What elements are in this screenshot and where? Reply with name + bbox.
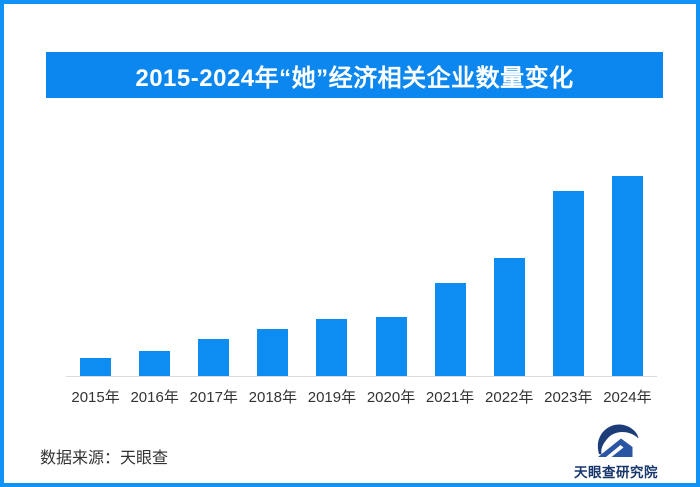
x-tick-label-2018年: 2018年 <box>248 389 298 406</box>
bar-chart <box>66 172 657 377</box>
x-tick-label-2015年: 2015年 <box>71 389 120 406</box>
bar-2021年 <box>434 283 466 377</box>
x-tick-label-2020年: 2020年 <box>366 389 416 406</box>
x-tick-label-2021年: 2021年 <box>425 389 475 406</box>
bar-2019年 <box>316 319 348 377</box>
bar-2022年 <box>493 258 525 377</box>
tianyancha-logo: 天眼查研究院 <box>566 421 666 481</box>
bar-2024年 <box>611 176 643 377</box>
data-source-label: 数据来源：天眼查 <box>40 450 169 467</box>
x-tick-label-2016年: 2016年 <box>130 389 179 406</box>
chart-title: 2015-2024年“她”经济相关企业数量变化 <box>135 64 574 92</box>
roof-shape <box>598 438 633 457</box>
x-tick-label-2017年: 2017年 <box>189 389 238 406</box>
tianyancha-logo-text: 天眼查研究院 <box>574 465 658 480</box>
x-axis-labels: 2015年 2016年 2017年 2018年 2019年 2020年 2021年 2022年… <box>66 386 657 406</box>
x-axis-line <box>66 376 657 377</box>
roof-stripe <box>606 445 624 457</box>
bar-2015年 <box>80 358 112 377</box>
chart-title-banner: 2015-2024年“她”经济相关企业数量变化 <box>46 52 663 98</box>
bar-2018年 <box>257 329 289 377</box>
x-tick-label-2019年: 2019年 <box>307 389 357 406</box>
bar-2016年 <box>139 351 171 377</box>
x-tick-label-2022年: 2022年 <box>485 389 534 406</box>
tianyancha-eye-icon <box>597 424 639 457</box>
bar-2023年 <box>552 191 584 377</box>
x-tick-label-2023年: 2023年 <box>544 389 593 406</box>
bar-2020年 <box>375 317 407 377</box>
eye-arc-shape <box>597 424 639 455</box>
bar-2017年 <box>198 339 230 377</box>
x-tick-label-2024年: 2024年 <box>603 389 652 406</box>
